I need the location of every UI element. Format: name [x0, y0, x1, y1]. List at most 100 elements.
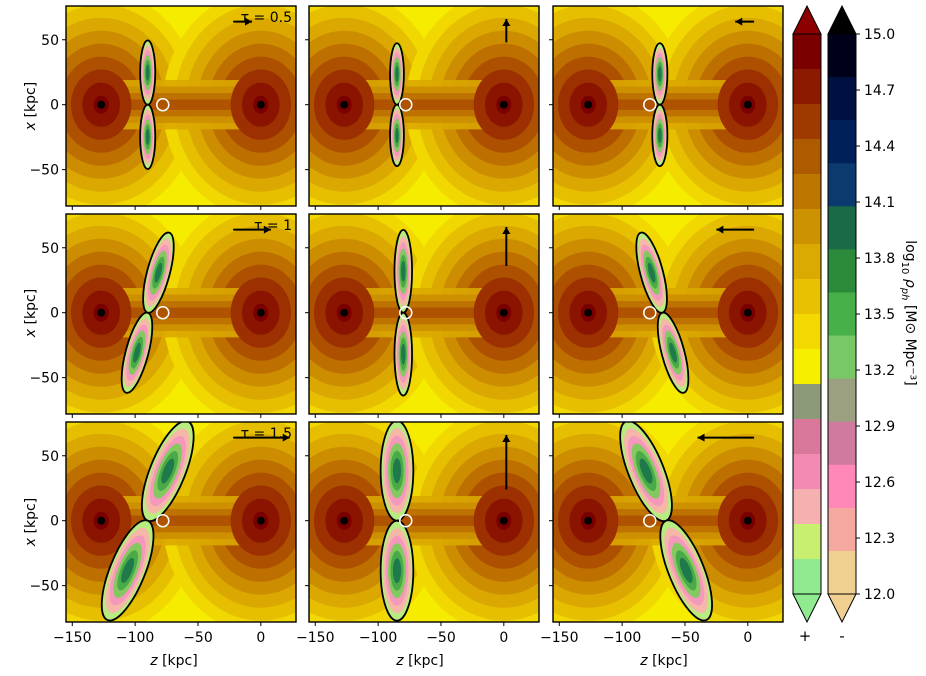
x-tick-label: 0 — [499, 630, 508, 646]
observer-marker — [156, 305, 170, 320]
bridge-contour — [344, 307, 504, 318]
lobe-contour — [401, 343, 406, 365]
x-axis-label: z [kpc] — [395, 653, 443, 669]
velocity-arrowhead — [263, 225, 271, 234]
caustic-lobes — [393, 228, 413, 397]
y-axis-label: x [kpc] — [23, 289, 39, 338]
velocity-arrowhead — [735, 17, 743, 26]
caustic-lobes — [635, 231, 690, 394]
halo-center-1 — [97, 100, 106, 109]
observer-marker — [399, 97, 413, 112]
lobe-contour — [639, 458, 653, 484]
lobe-contour — [395, 66, 399, 82]
y-tick-label: 0 — [50, 306, 59, 322]
panel-frame — [65, 421, 297, 623]
observer-marker — [643, 513, 657, 528]
colorbar-segment — [793, 69, 821, 105]
velocity-arrowhead — [502, 434, 511, 442]
y-axis-label: x [kpc] — [23, 498, 39, 547]
colorbar-segment — [793, 349, 821, 385]
panel-frame — [552, 5, 784, 207]
panel-3-2 — [309, 422, 539, 622]
halo-center-2 — [743, 516, 752, 525]
colorbar-segment — [793, 279, 821, 315]
halo-center-2 — [499, 516, 508, 525]
panel-2-3 — [553, 214, 783, 414]
colorbar-segment — [793, 454, 821, 490]
y-axis-ticks: −50 0 50 −50 0 50 −50 0 50 — [29, 33, 553, 595]
y-tick-label: 50 — [41, 33, 59, 49]
panel-1-3 — [553, 6, 783, 206]
colorbar-segment — [828, 163, 856, 207]
x-tick-label: 0 — [256, 630, 265, 646]
halo-center-1 — [97, 516, 106, 525]
lobe-outline — [656, 311, 690, 394]
lobe-contour — [145, 128, 150, 145]
x-tick-label: 0 — [743, 630, 752, 646]
x-tick-label: −150 — [296, 630, 334, 646]
x-axis-ticks: −150 −100 −50 0 −150 −100 −50 0 −150 −100 −50 0 — [53, 206, 752, 646]
bridge-contour — [588, 307, 748, 318]
panel-3-3 — [553, 422, 783, 622]
x-tick-label: −100 — [116, 630, 154, 646]
caustic-lobes — [100, 422, 195, 622]
x-tick-label: −50 — [670, 630, 700, 646]
colorbar-extend-bottom — [792, 593, 822, 624]
lobe-contour — [395, 127, 399, 144]
x-tick-label: −150 — [53, 630, 91, 646]
colorbar-extend-bottom — [827, 593, 857, 624]
panel-frame — [552, 421, 784, 623]
colorbar-frame — [792, 33, 822, 595]
lobe-outline — [379, 519, 415, 622]
colorbar-segment — [793, 209, 821, 245]
halo-center-2 — [256, 100, 265, 109]
observer-marker — [399, 513, 413, 528]
panel-frame — [308, 421, 540, 623]
colorbar-segment — [793, 104, 821, 140]
observer-marker — [156, 513, 170, 528]
colorbar-tick-label: 12.9 — [864, 419, 895, 435]
colorbar-extend-top — [792, 4, 822, 35]
observer-marker — [399, 305, 413, 320]
halo-center-1 — [584, 516, 593, 525]
lobe-outline — [393, 311, 413, 397]
panel-3-1 — [66, 422, 296, 622]
colorbar-segment — [828, 464, 856, 509]
halo-center-1 — [584, 308, 593, 317]
x-tick-label: −100 — [603, 630, 641, 646]
halo-center-2 — [743, 100, 752, 109]
colorbar-tick-label: 12.6 — [864, 475, 895, 491]
bridge-contour — [101, 515, 261, 526]
halo-center-2 — [499, 100, 508, 109]
halo-center-1 — [340, 100, 349, 109]
colorbar-tick-label: 15.0 — [864, 27, 895, 43]
colorbar-segment — [828, 77, 856, 121]
y-tick-label: 50 — [41, 449, 59, 465]
panel-grid: τ = 0.5 τ = 1 τ = 1.5 — [65, 5, 784, 623]
caustic-lobes — [139, 39, 157, 170]
x-axis-label: z [kpc] — [639, 653, 687, 669]
x-tick-label: −150 — [540, 630, 578, 646]
tau-label: τ = 0.5 — [241, 10, 292, 26]
panel-frame — [552, 213, 784, 415]
colorbar-segment — [828, 507, 856, 552]
lobe-outline — [651, 103, 669, 168]
colorbar-tick-label: 14.7 — [864, 83, 895, 99]
lobe-contour — [121, 557, 135, 583]
panel-frame — [65, 213, 297, 415]
y-tick-label: −50 — [29, 579, 59, 595]
tau-label: τ = 1 — [254, 218, 292, 234]
lobe-outline — [139, 103, 157, 170]
halo-center-2 — [499, 308, 508, 317]
lobe-contour — [401, 260, 406, 282]
observer-marker — [156, 97, 170, 112]
halo-center-1 — [340, 516, 349, 525]
colorbar-segment — [793, 524, 821, 560]
colorbar-segment — [828, 421, 856, 466]
colorbar-segment — [793, 244, 821, 280]
tau-label: τ = 1.5 — [241, 426, 292, 442]
colorbar-segment — [828, 292, 856, 337]
y-tick-label: 0 — [50, 98, 59, 114]
colorbar-segment — [793, 34, 821, 70]
colorbar-tick-label: 14.4 — [864, 139, 895, 155]
